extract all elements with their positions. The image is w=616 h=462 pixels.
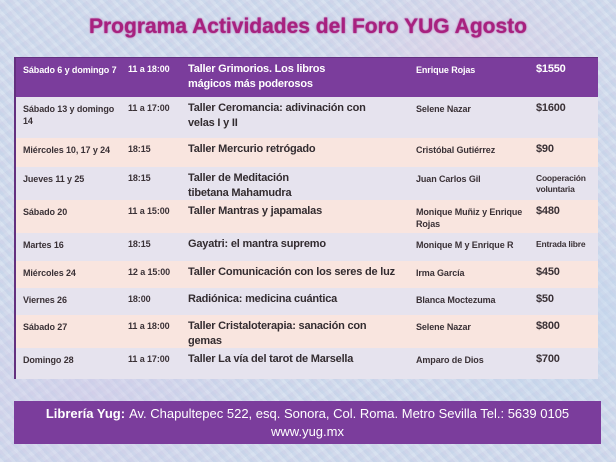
cell-time: 18:15	[128, 144, 151, 154]
cell-activity: Taller Mantras y japamalas	[188, 205, 322, 218]
cell-activity: Taller Ceromancia: adivinación con velas…	[188, 102, 366, 129]
footer-address: Av. Chapultepec 522, esq. Sonora, Col. R…	[129, 406, 570, 421]
cell-time: 11 a 18:00	[128, 321, 170, 332]
cell-facilitator: Enrique Rojas	[416, 65, 476, 75]
cell-date: Sábado 6 y domingo 7	[23, 65, 117, 75]
cell-facilitator: Monique Muñiz y Enrique Rojas	[416, 207, 523, 230]
cell-facilitator: Irma García	[416, 268, 465, 279]
table-row: Sábado 27 11 a 18:00 Taller Cristalotera…	[16, 315, 598, 349]
cell-time: 12 a 15:00	[128, 267, 171, 278]
cell-price: $90	[536, 143, 554, 155]
footer-bar: Librería Yug: Av. Chapultepec 522, esq. S…	[14, 401, 601, 444]
cell-price: $1600	[536, 102, 566, 114]
cell-date: Sábado 13 y domingo 14	[23, 104, 115, 127]
cell-activity: Taller Cristaloterapia: sanación con gem…	[188, 320, 367, 347]
cell-activity: Radiónica: medicina cuántica	[188, 293, 338, 306]
cell-date: Domingo 28	[23, 355, 74, 366]
cell-date: Miércoles 10, 17 y 24	[23, 145, 110, 155]
cell-price: Cooperación voluntaria	[536, 173, 586, 195]
cell-price: Entrada libre	[536, 239, 586, 250]
page-title: Programa Actividades del Foro YUG Agosto	[89, 15, 527, 38]
cell-time: 18:15	[128, 239, 151, 250]
table-row: Sábado 13 y domingo 14 11 a 17:00 Taller…	[16, 97, 598, 138]
cell-time: 11 a 18:00	[128, 64, 170, 74]
cell-facilitator: Cristóbal Gutiérrez	[416, 145, 496, 155]
cell-price: $800	[536, 320, 560, 333]
cell-activity: Taller de Meditación tibetana Mahamudra	[188, 172, 292, 199]
table-row: Sábado 6 y domingo 7 11 a 18:00 Taller G…	[16, 57, 598, 97]
cell-time: 18:15	[128, 173, 151, 183]
cell-date: Viernes 26	[23, 295, 67, 306]
cell-facilitator: Amparo de Dios	[416, 355, 484, 366]
cell-facilitator: Selene Nazar	[416, 322, 471, 333]
cell-time: 11 a 17:00	[128, 103, 170, 113]
cell-date: Sábado 27	[23, 322, 68, 333]
cell-time: 11 a 15:00	[128, 206, 170, 217]
cell-price: $1550	[536, 63, 566, 75]
footer-store-label: Librería Yug:	[45, 406, 126, 421]
table-row: Jueves 11 y 25 18:15 Taller de Meditació…	[16, 167, 598, 201]
cell-date: Sábado 20	[23, 207, 68, 218]
table-row: Martes 16 18:15 Gayatri: el mantra supre…	[16, 233, 598, 262]
footer-address-line: Librería Yug: Av. Chapultepec 522, esq. S…	[14, 405, 601, 423]
cell-facilitator: Selene Nazar	[416, 104, 471, 114]
cell-activity: Taller La vía del tarot de Marsella	[188, 353, 354, 366]
cell-date: Martes 16	[23, 240, 64, 251]
cell-activity: Taller Mercurio retrógado	[188, 143, 316, 155]
cell-time: 11 a 17:00	[128, 354, 170, 365]
table-row: Sábado 20 11 a 15:00 Taller Mantras y ja…	[16, 200, 598, 234]
cell-activity: Taller Grimorios. Los libros mágicos más…	[188, 63, 326, 90]
table-row: Viernes 26 18:00 Radiónica: medicina cuá…	[16, 288, 598, 316]
cell-price: $50	[536, 293, 554, 306]
cell-activity: Taller Comunicación con los seres de luz	[188, 266, 395, 279]
cell-facilitator: Juan Carlos Gil	[416, 174, 481, 184]
cell-date: Jueves 11 y 25	[23, 174, 85, 184]
cell-facilitator: Monique M y Enrique R	[416, 240, 514, 251]
table-row: Miércoles 24 12 a 15:00 Taller Comunicac…	[16, 261, 598, 289]
cell-price: $480	[536, 205, 560, 218]
cell-price: $700	[536, 353, 560, 366]
cell-activity: Gayatri: el mantra supremo	[188, 238, 326, 251]
cell-facilitator: Blanca Moctezuma	[416, 295, 496, 306]
footer-website: www.yug.mx	[271, 423, 344, 439]
table-row: Miércoles 10, 17 y 24 18:15 Taller Mercu…	[16, 138, 598, 167]
table-row: Domingo 28 11 a 17:00 Taller La vía del …	[16, 348, 598, 380]
schedule-table: Sábado 6 y domingo 7 11 a 18:00 Taller G…	[14, 57, 598, 380]
cell-date: Miércoles 24	[23, 268, 76, 279]
cell-price: $450	[536, 266, 560, 279]
cell-time: 18:00	[128, 294, 151, 305]
